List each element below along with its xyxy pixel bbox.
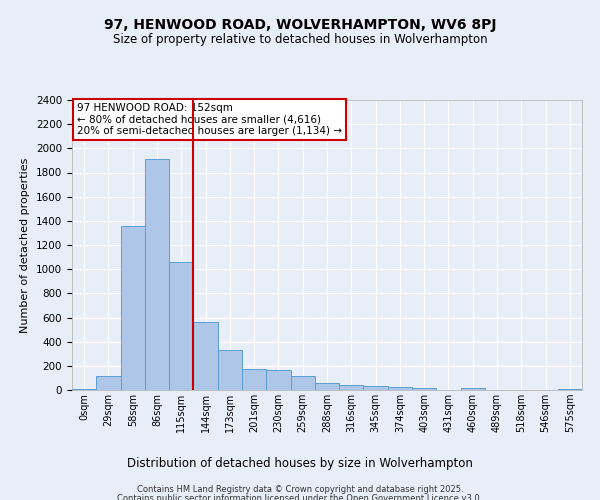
Bar [169, 262, 193, 390]
Bar [218, 350, 242, 390]
Text: Contains public sector information licensed under the Open Government Licence v3: Contains public sector information licen… [118, 494, 482, 500]
Bar [461, 388, 485, 390]
Bar [266, 370, 290, 390]
Text: Distribution of detached houses by size in Wolverhampton: Distribution of detached houses by size … [127, 458, 473, 470]
Bar [412, 388, 436, 390]
Bar [121, 226, 145, 390]
Text: Contains HM Land Registry data © Crown copyright and database right 2025.: Contains HM Land Registry data © Crown c… [137, 485, 463, 494]
Bar [339, 386, 364, 390]
Y-axis label: Number of detached properties: Number of detached properties [20, 158, 31, 332]
Bar [242, 370, 266, 390]
Text: Size of property relative to detached houses in Wolverhampton: Size of property relative to detached ho… [113, 32, 487, 46]
Text: 97 HENWOOD ROAD: 152sqm
← 80% of detached houses are smaller (4,616)
20% of semi: 97 HENWOOD ROAD: 152sqm ← 80% of detache… [77, 103, 342, 136]
Text: 97, HENWOOD ROAD, WOLVERHAMPTON, WV6 8PJ: 97, HENWOOD ROAD, WOLVERHAMPTON, WV6 8PJ [104, 18, 496, 32]
Bar [290, 376, 315, 390]
Bar [96, 376, 121, 390]
Bar [364, 386, 388, 390]
Bar [315, 383, 339, 390]
Bar [145, 159, 169, 390]
Bar [72, 389, 96, 390]
Bar [558, 389, 582, 390]
Bar [388, 387, 412, 390]
Bar [193, 322, 218, 390]
